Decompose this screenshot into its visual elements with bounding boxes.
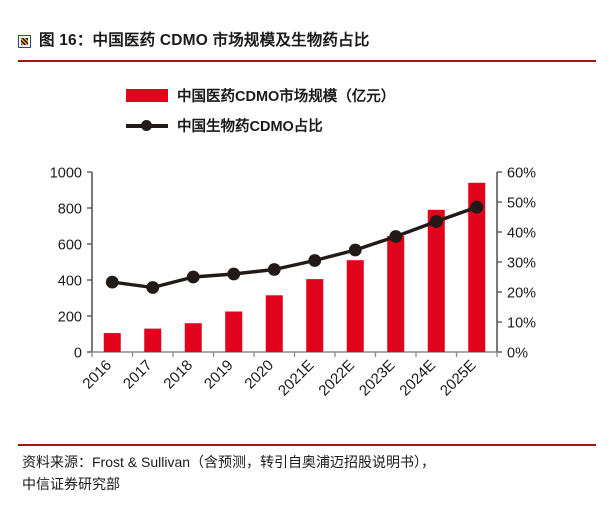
y-tick-label-right: 50%: [507, 196, 536, 212]
line-series-bio-share: [110, 205, 479, 290]
bar-2016: [103, 333, 121, 352]
line-marker-2020: [267, 263, 281, 276]
y-tick-label-right: 20%: [507, 286, 536, 302]
line-marker-2022E: [348, 243, 362, 257]
x-tick-label-2024E: 2024E: [396, 357, 439, 400]
y-tick-label-left: 800: [58, 202, 82, 218]
x-tick-label-2016: 2016: [79, 357, 115, 393]
footer-divider: [18, 444, 596, 446]
line-marker-2019: [227, 267, 241, 281]
line-marker-2023E: [389, 230, 403, 243]
y-tick-label-left: 200: [58, 310, 82, 326]
bar-2020: [265, 295, 283, 352]
legend-bar-swatch-icon: [126, 88, 168, 102]
chart-legend: 中国医药CDMO市场规模（亿元） 中国生物药CDMO占比: [126, 82, 526, 138]
x-tick-label-2020: 2020: [241, 357, 277, 393]
line-marker-2018: [186, 270, 200, 284]
line-marker-2021E: [308, 254, 322, 267]
source-line-1: 资料来源：Frost & Sullivan（含预测，转引自奥浦迈招股说明书），: [22, 454, 436, 470]
x-tick-label-2017: 2017: [120, 357, 156, 393]
bar-2019: [225, 311, 243, 352]
x-tick-label-2021E: 2021E: [275, 357, 318, 400]
bar-2025E: [468, 182, 486, 352]
line-marker-2024E: [429, 215, 443, 228]
legend-label-market-size: 中国医药CDMO市场规模（亿元）: [177, 88, 396, 105]
line-marker-2016: [105, 275, 119, 289]
y-tick-label-right: 10%: [507, 316, 536, 332]
legend-item-bio-share: 中国生物药CDMO占比: [126, 112, 526, 138]
line-marker-2025E: [470, 200, 484, 214]
bar-2022E: [346, 260, 364, 352]
title-divider: [18, 60, 596, 62]
source-line-2: 中信证券研究部: [22, 475, 120, 492]
y-tick-label-left: 0: [74, 346, 82, 362]
x-tick-label-2019: 2019: [201, 357, 237, 393]
x-tick-label-2025E: 2025E: [437, 357, 480, 400]
y-tick-label-left: 1000: [50, 166, 82, 182]
bar-2017: [144, 328, 162, 352]
figure-source: 资料来源：Frost & Sullivan（含预测，转引自奥浦迈招股说明书）， …: [22, 452, 597, 495]
combo-bar-line-chart: 0 200 400 600 800 1000 0% 10% 20% 30% 40% 50% 60% 201…: [50, 166, 536, 400]
line-marker-2017: [146, 281, 160, 294]
y-tick-label-right: 60%: [507, 166, 536, 182]
figure-title-row: 图 16：中国医药 CDMO 市场规模及生物药占比: [18, 24, 598, 58]
x-tick-label-2018: 2018: [160, 357, 196, 393]
legend-line-dot-swatch-icon: [126, 119, 168, 132]
legend-item-market-size: 中国医药CDMO市场规模（亿元）: [126, 82, 526, 108]
figure-title: 图 16：中国医药 CDMO 市场规模及生物药占比: [39, 32, 370, 50]
x-tick-label-2022E: 2022E: [315, 357, 358, 400]
bar-2023E: [387, 235, 405, 352]
legend-label-bio-share: 中国生物药CDMO占比: [177, 118, 323, 135]
bar-2024E: [427, 209, 445, 352]
chart-container: 0 200 400 600 800 1000 0% 10% 20% 30% 40% 50% 60% 201…: [0, 150, 613, 430]
y-tick-label-right: 30%: [507, 256, 536, 272]
x-tick-label-2023E: 2023E: [356, 357, 399, 400]
y-tick-label-left: 600: [58, 238, 82, 254]
bar-2021E: [306, 279, 324, 352]
y-tick-label-left: 400: [58, 274, 82, 290]
figure-marker-icon: [18, 34, 31, 48]
y-tick-label-right: 0%: [507, 346, 528, 362]
y-tick-label-right: 40%: [507, 226, 536, 242]
bar-2018: [184, 323, 202, 352]
